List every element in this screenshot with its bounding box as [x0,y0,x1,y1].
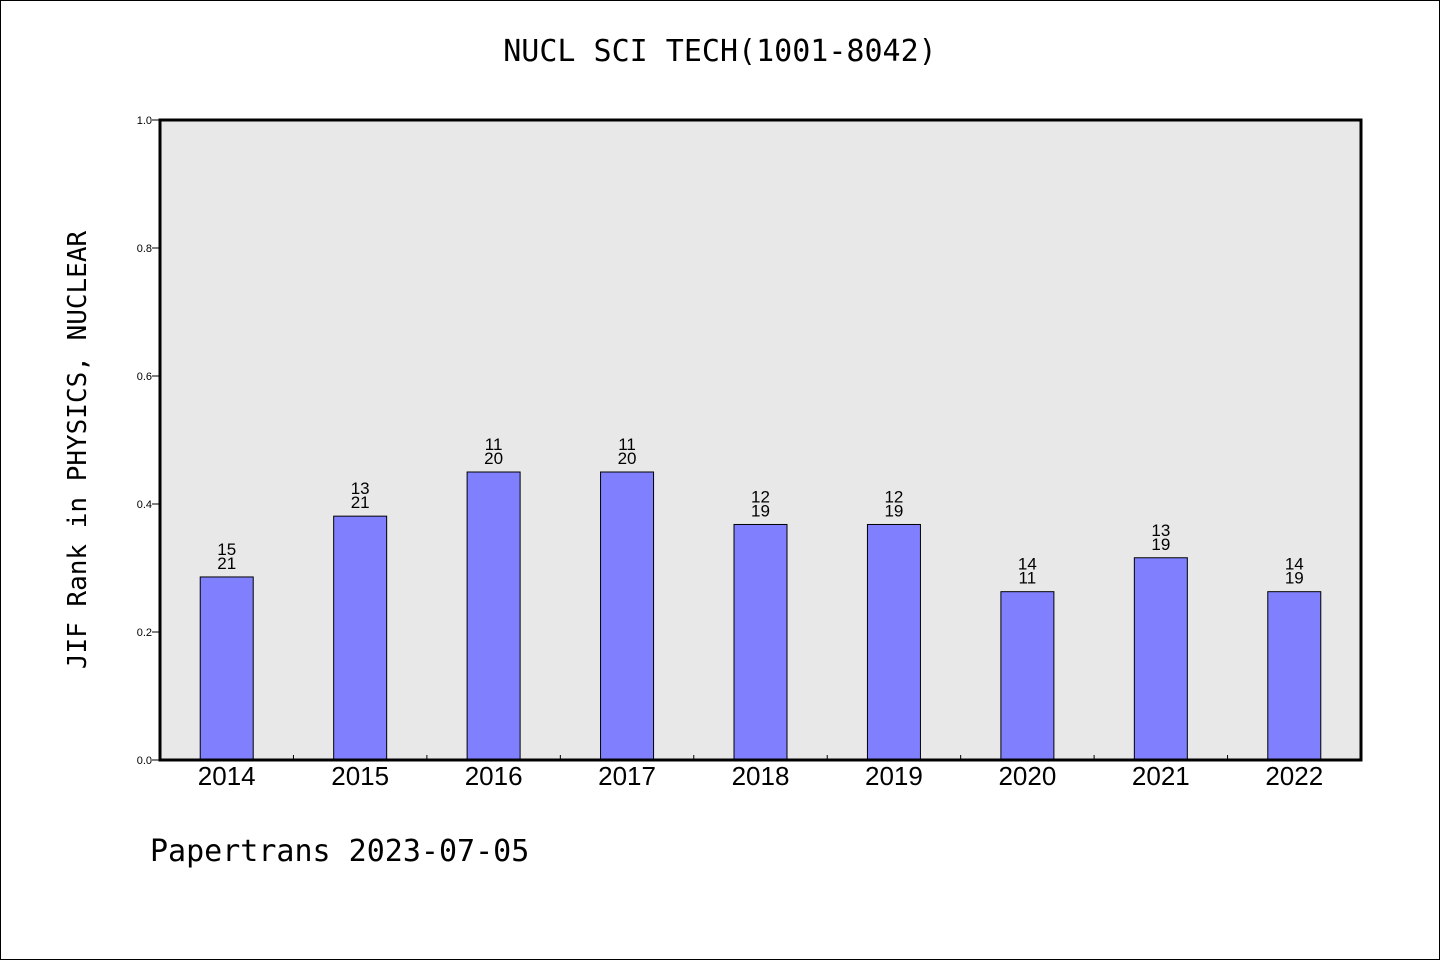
bar-label-total: 20 [484,449,503,468]
bar-label-total: 21 [217,554,236,573]
y-tick-label: 0.0 [137,755,152,767]
bar-2022 [1267,591,1322,761]
x-tick-label: 2018 [732,761,790,791]
bar-2020 [1000,591,1055,761]
bar-label-rank: 13 [351,479,370,498]
x-tick-label: 2022 [1265,761,1323,791]
x-tick-label: 2021 [1132,761,1190,791]
bar-2017 [600,471,655,761]
x-tick-label: 2019 [865,761,923,791]
bar-2018 [733,523,788,761]
bar-2015 [333,515,388,761]
bar-label-rank: 12 [751,487,770,506]
bar-2014 [199,576,254,761]
bar-label-rank: 14 [1285,555,1304,574]
chart-title: NUCL SCI TECH(1001-8042) [503,34,937,69]
bar-label-rank: 14 [1018,555,1037,574]
bar-label-total: 19 [1285,569,1304,588]
bar-label-total: 19 [1151,535,1170,554]
bar-label-rank: 12 [884,487,903,506]
bar-2021 [1133,557,1188,761]
bar-2019 [866,523,921,761]
bar-label-total: 20 [618,449,637,468]
bar-label-total: 21 [351,493,370,512]
bar-2016 [466,471,521,761]
x-tick-label: 2015 [331,761,389,791]
bar-label-total: 11 [1019,569,1037,588]
bar-label-rank: 11 [618,435,636,454]
x-tick-label: 2020 [998,761,1056,791]
x-tick-label: 2016 [465,761,523,791]
plot-border [158,118,1363,762]
bar-label-rank: 13 [1151,521,1170,540]
bar-label-rank: 11 [485,435,503,454]
y-tick-label: 0.6 [137,371,152,383]
bar-label-total: 19 [751,501,770,520]
x-tick-label: 2017 [598,761,656,791]
y-tick-label: 0.2 [137,627,152,639]
y-tick-label: 1.0 [137,115,152,127]
footer-credit: Papertrans 2023-07-05 [150,834,530,869]
bar-label-total: 19 [884,501,903,520]
y-tick-label: 0.4 [137,499,152,511]
y-tick-label: 0.8 [137,243,152,255]
x-tick-label: 2014 [198,761,256,791]
bar-label-rank: 15 [217,540,236,559]
